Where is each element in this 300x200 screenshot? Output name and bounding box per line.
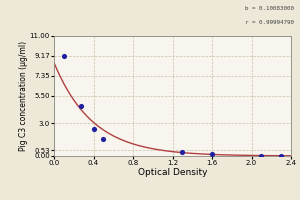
Point — [279, 154, 283, 157]
Point — [78, 104, 83, 108]
Point — [210, 152, 214, 155]
Y-axis label: Pig C3 concentration (μg/ml): Pig C3 concentration (μg/ml) — [19, 41, 28, 151]
X-axis label: Optical Density: Optical Density — [138, 168, 207, 177]
Point — [101, 138, 106, 141]
Point — [180, 151, 185, 154]
Text: r = 0.99994790: r = 0.99994790 — [245, 20, 294, 25]
Point — [61, 54, 66, 58]
Text: b = 0.10083000: b = 0.10083000 — [245, 6, 294, 11]
Point — [259, 154, 264, 157]
Point — [91, 127, 96, 130]
